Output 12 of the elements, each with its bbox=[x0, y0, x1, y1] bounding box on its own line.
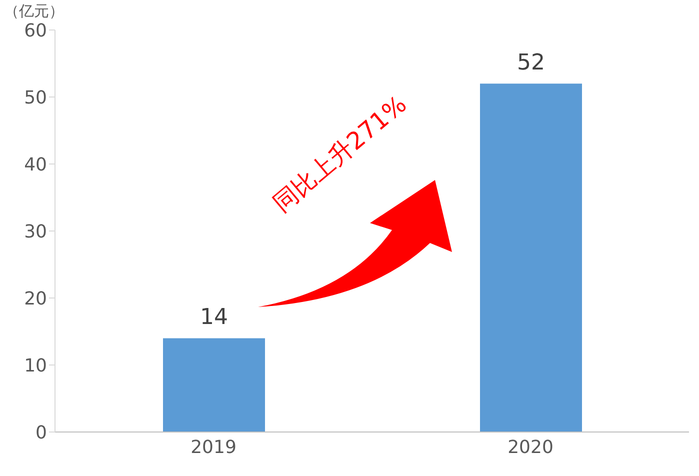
x-tick-label: 2019 bbox=[190, 436, 236, 458]
x-tick-label: 2020 bbox=[508, 436, 554, 458]
data-label: 52 bbox=[517, 50, 545, 76]
y-tick-label: 20 bbox=[24, 288, 47, 310]
y-tick-label: 50 bbox=[24, 87, 47, 108]
y-tick-label: 0 bbox=[36, 422, 47, 444]
y-tick-label: 40 bbox=[24, 154, 47, 176]
y-tick-label: 60 bbox=[24, 20, 47, 42]
y-axis-title: （亿元） bbox=[4, 2, 64, 21]
data-label: 14 bbox=[200, 305, 228, 330]
y-tick-label: 30 bbox=[24, 221, 47, 242]
y-tick-label: 10 bbox=[24, 355, 47, 376]
